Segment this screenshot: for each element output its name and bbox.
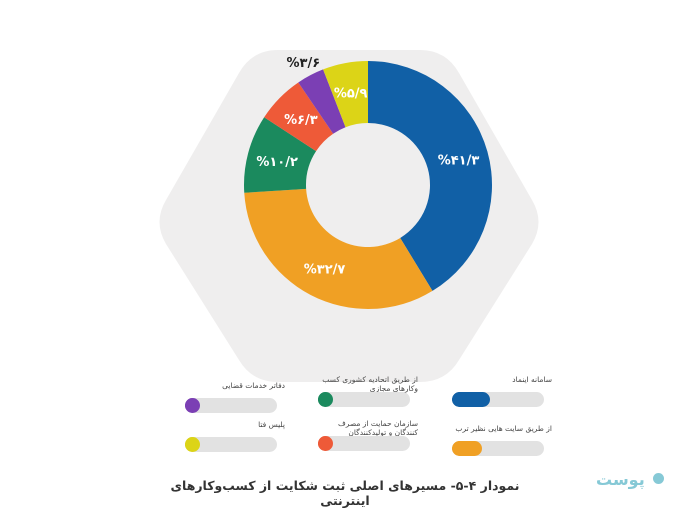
legend-label: از طریق سایت هایی نظیر ترب <box>455 424 552 433</box>
legend-track <box>185 398 277 413</box>
legend-track <box>318 436 410 451</box>
legend-label: سامانه اینماد <box>512 375 552 384</box>
legend-dot <box>452 392 467 407</box>
legend-track <box>318 392 410 407</box>
legend-item-fata: پلیس فتا <box>185 420 285 454</box>
chart-caption: نمودار ۴-۵- مسیرهای اصلی ثبت شکایت از کس… <box>170 478 520 508</box>
legend-dot <box>452 441 467 456</box>
donut-slice-0 <box>368 61 492 291</box>
donut-slice-1 <box>244 188 433 309</box>
donut-slice-3 <box>264 82 334 152</box>
legend-dot <box>318 436 333 451</box>
legend-item-judicial: دفاتر خدمات قضایی <box>185 381 285 415</box>
legend-item-union: از طریق اتحادیه کشوری کسب وکارهای مجازی <box>318 375 418 409</box>
legend-label: پلیس فتا <box>258 420 285 429</box>
legend-track <box>185 437 277 452</box>
legend-label: سازمان حمایت از مصرف کنندگان و تولیدکنند… <box>337 419 418 437</box>
brand-logo: پوست <box>596 470 645 489</box>
legend-label: دفاتر خدمات قضایی <box>222 381 285 390</box>
legend-dot <box>185 437 200 452</box>
donut-slice-4 <box>298 69 346 134</box>
slice-label-4: %۳/۶ <box>287 56 321 71</box>
legend-item-torob: از طریق سایت هایی نظیر ترب <box>452 424 552 458</box>
donut-slice-2 <box>244 117 317 193</box>
slice-label-3: %۶/۳ <box>284 113 318 128</box>
slice-label-0: %۴۱/۳ <box>438 154 480 169</box>
legend-item-consumer-org: سازمان حمایت از مصرف کنندگان و تولیدکنند… <box>318 419 418 453</box>
brand-logo-icon <box>653 473 664 484</box>
slice-label-1: %۳۲/۷ <box>304 262 346 277</box>
donut-slice-5 <box>323 61 368 128</box>
legend-track <box>452 392 544 407</box>
legend-dot <box>185 398 200 413</box>
legend-label: از طریق اتحادیه کشوری کسب وکارهای مجازی <box>322 375 418 393</box>
legend-dot <box>318 392 333 407</box>
slice-label-2: %۱۰/۲ <box>256 155 298 170</box>
legend-item-inamad: سامانه اینماد <box>452 375 552 409</box>
slice-label-5: %۵/۹ <box>334 87 368 102</box>
legend-track <box>452 441 544 456</box>
